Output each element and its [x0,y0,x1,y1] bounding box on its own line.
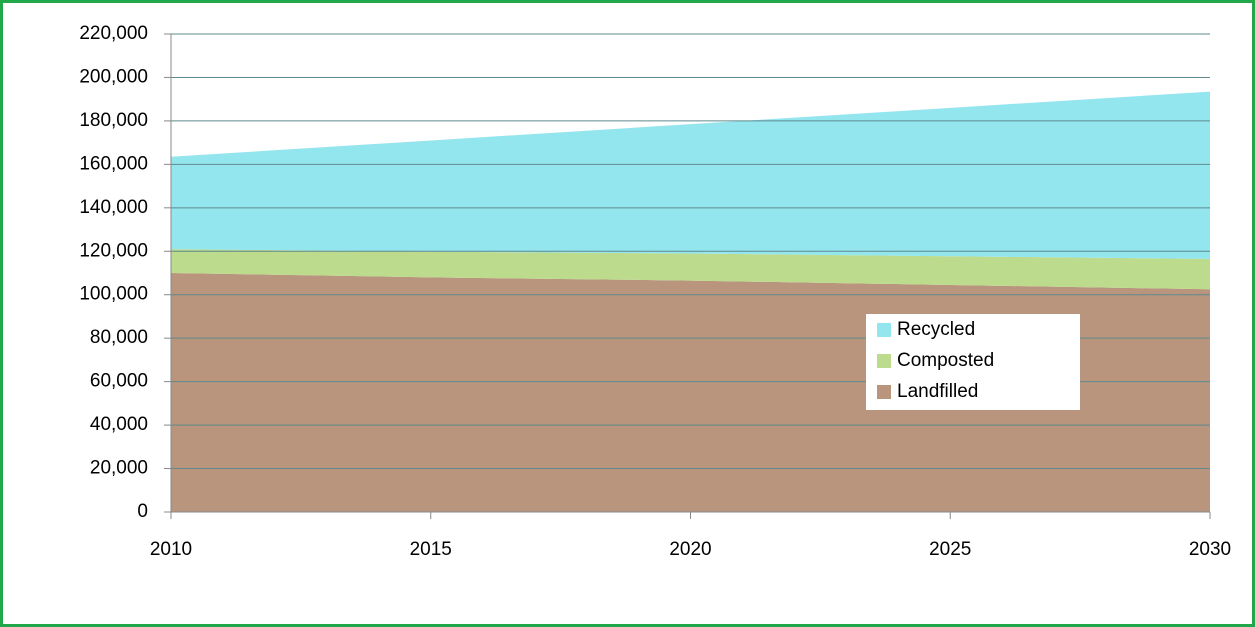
y-tick-label: 80,000 [90,327,148,348]
area [171,249,1210,290]
x-tick-label: 2015 [410,539,452,560]
legend-label: Composted [897,350,994,371]
y-tick-label: 100,000 [79,284,148,305]
y-tick-label: 60,000 [90,371,148,392]
legend-swatch [877,385,891,399]
x-tick-label: 2025 [929,539,971,560]
y-tick-label: 200,000 [79,66,148,87]
y-tick-label: 0 [137,501,148,522]
y-tick-label: 120,000 [79,240,148,261]
y-tick-label: 140,000 [79,197,148,218]
legend-label: Recycled [897,319,975,340]
axes: 0 20,000 40,000 60,000 80,000 100,000 120,000 1… [79,23,1231,560]
y-tick-label: 20,000 [90,458,148,479]
y-tick-label: 160,000 [79,153,148,174]
y-tick-label: 220,000 [79,23,148,44]
legend-swatch [877,354,891,368]
plot-areas [171,91,1210,512]
y-tick-label: 40,000 [90,414,148,435]
legend: Recycled Composted Landfilled [866,314,1080,410]
area [171,91,1210,259]
legend-swatch [877,323,891,337]
x-tick-label: 2020 [669,539,711,560]
x-tick-label: 2010 [150,539,192,560]
legend-label: Landfilled [897,381,978,402]
legend-box [866,314,1080,410]
y-tick-label: 180,000 [79,110,148,131]
x-tick-label: 2030 [1189,539,1231,560]
